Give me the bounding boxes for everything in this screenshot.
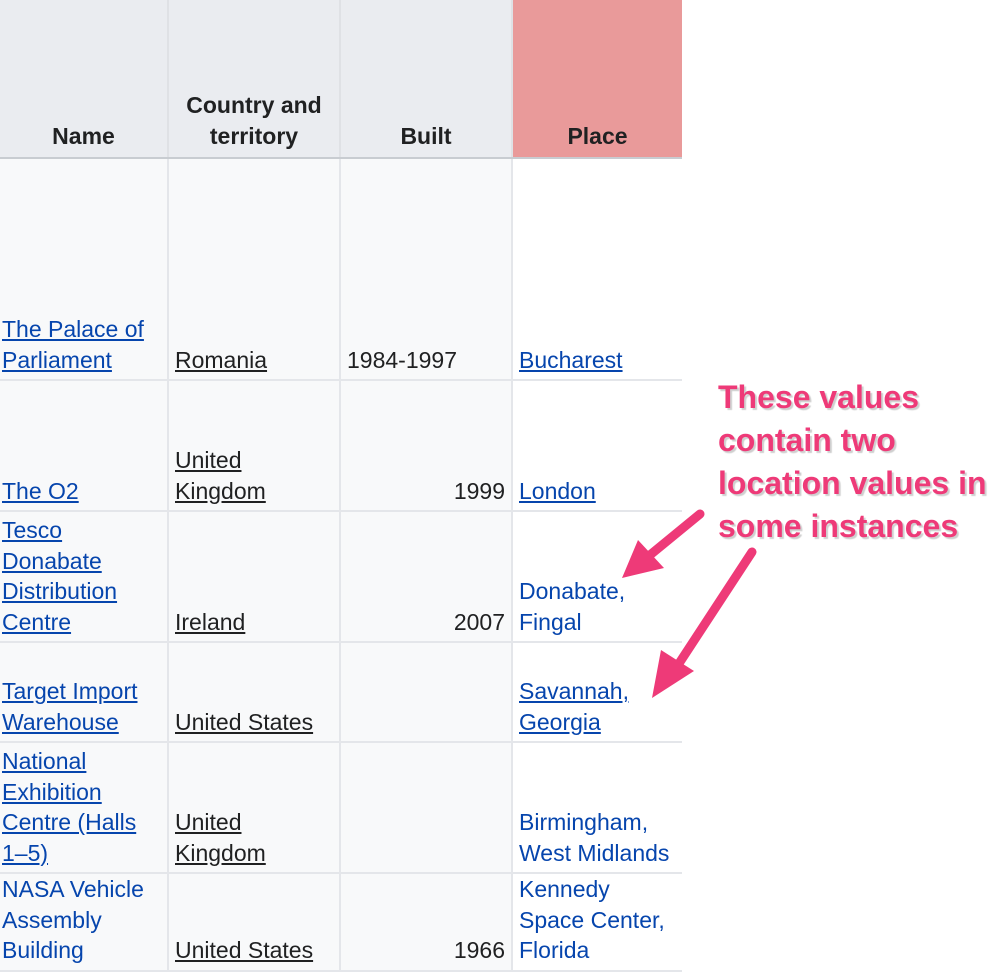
table-row: Target Import Warehouse United States Sa…: [0, 642, 682, 743]
annotation-line: contain two: [718, 422, 896, 458]
cell-built: [339, 642, 512, 743]
name-link[interactable]: The O2: [2, 477, 79, 504]
cell-built: 2007: [339, 511, 512, 643]
annotation-line: some instances: [718, 508, 959, 544]
place-text: Kennedy Space Center, Florida: [519, 876, 665, 963]
country-link[interactable]: United States: [175, 708, 314, 735]
cell-built: [339, 742, 512, 874]
place-link[interactable]: London: [519, 477, 596, 504]
name-link[interactable]: National Exhibition Centre (Halls 1–5): [2, 748, 137, 866]
cell-built: 1999: [339, 380, 512, 512]
cell-country: United Kingdom: [167, 380, 340, 512]
header-place[interactable]: Place: [511, 0, 682, 159]
cell-built: 1966: [339, 873, 512, 972]
cell-country: United States: [167, 873, 340, 972]
header-row: Name Country and territory Built Place: [0, 0, 682, 159]
country-link[interactable]: United Kingdom: [175, 809, 266, 866]
country-link[interactable]: Ireland: [175, 608, 246, 635]
place-link[interactable]: Savannah, Georgia: [519, 678, 629, 735]
cell-place: Kennedy Space Center, Florida: [511, 873, 682, 972]
name-link[interactable]: Tesco Donabate Distribution Centre: [2, 517, 118, 635]
cell-name: Tesco Donabate Distribution Centre: [0, 511, 168, 643]
cell-name: The O2: [0, 380, 168, 512]
country-link[interactable]: United States: [175, 937, 314, 963]
cell-place: London: [511, 380, 682, 512]
name-text: NASA Vehicle Assembly Building: [2, 876, 144, 963]
cell-country: Romania: [167, 158, 340, 381]
cell-place: Donabate, Fingal: [511, 511, 682, 643]
country-link[interactable]: United Kingdom: [175, 447, 266, 504]
buildings-table: Name Country and territory Built Place T…: [0, 0, 682, 972]
cell-country: United Kingdom: [167, 742, 340, 874]
cell-place: Birmingham, West Midlands: [511, 742, 682, 874]
table-row: National Exhibition Centre (Halls 1–5) U…: [0, 742, 682, 874]
place-link[interactable]: Bucharest: [519, 346, 623, 373]
header-built[interactable]: Built: [339, 0, 512, 159]
header-country[interactable]: Country and territory: [167, 0, 340, 159]
cell-name: The Palace of Parliament: [0, 158, 168, 381]
table-row: Tesco Donabate Distribution Centre Irela…: [0, 511, 682, 643]
cell-place: Savannah, Georgia: [511, 642, 682, 743]
place-text: Donabate, Fingal: [519, 578, 626, 635]
cell-built: 1984-1997: [339, 158, 512, 381]
place-text: Birmingham, West Midlands: [519, 809, 670, 866]
cell-name: NASA Vehicle Assembly Building: [0, 873, 168, 972]
cell-country: United States: [167, 642, 340, 743]
annotation-line: location values in: [718, 465, 987, 501]
annotation-note: These values contain two location values…: [718, 376, 998, 548]
cell-name: Target Import Warehouse: [0, 642, 168, 743]
name-link[interactable]: Target Import Warehouse: [2, 678, 138, 735]
header-name[interactable]: Name: [0, 0, 168, 159]
name-link[interactable]: The Palace of Parliament: [2, 316, 144, 373]
cell-country: Ireland: [167, 511, 340, 643]
table-row: The O2 United Kingdom 1999 London: [0, 380, 682, 512]
table-row: The Palace of Parliament Romania 1984-19…: [0, 158, 682, 381]
country-link[interactable]: Romania: [175, 346, 268, 373]
annotation-line: These values: [718, 379, 919, 415]
table-row: NASA Vehicle Assembly Building United St…: [0, 873, 682, 972]
cell-name: National Exhibition Centre (Halls 1–5): [0, 742, 168, 874]
cell-place: Bucharest: [511, 158, 682, 381]
